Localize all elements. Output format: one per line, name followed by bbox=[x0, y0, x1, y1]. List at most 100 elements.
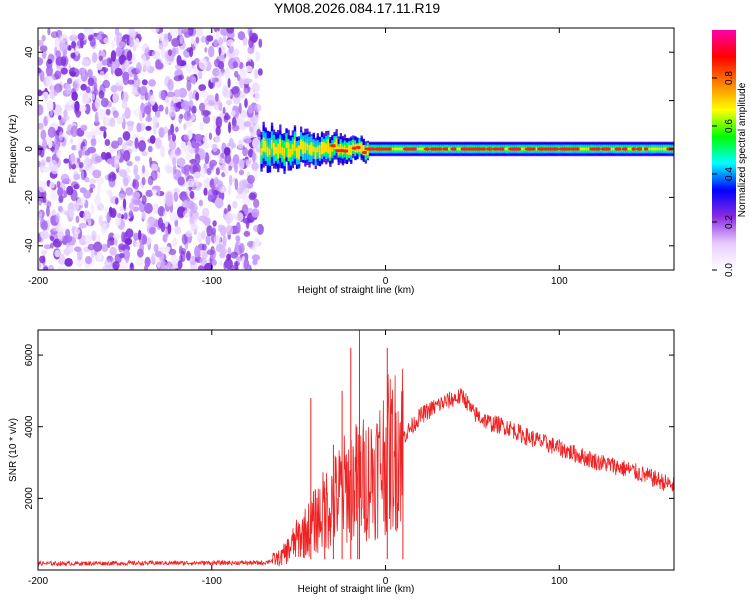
noise-cell bbox=[190, 202, 198, 214]
noise-cell bbox=[167, 223, 172, 235]
x-tick-label: -200 bbox=[28, 576, 48, 587]
noise-cell bbox=[84, 28, 92, 35]
noise-cell bbox=[78, 222, 87, 229]
noise-cell bbox=[252, 151, 256, 163]
noise-cell bbox=[150, 28, 160, 34]
noise-cell bbox=[198, 58, 208, 70]
noise-cell bbox=[214, 179, 223, 192]
noise-cell bbox=[57, 265, 66, 270]
noise-cell bbox=[193, 171, 201, 179]
noise-cell bbox=[253, 68, 259, 79]
x-tick-label: 100 bbox=[551, 576, 568, 587]
noise-cell bbox=[38, 160, 41, 168]
noise-cell bbox=[98, 215, 103, 227]
signal-band-cell bbox=[343, 145, 347, 153]
noise-cell bbox=[58, 115, 62, 121]
noise-cell bbox=[87, 77, 95, 87]
noise-cell bbox=[252, 137, 261, 150]
noise-cell bbox=[215, 116, 223, 129]
noise-cell bbox=[100, 223, 108, 235]
noise-cell bbox=[155, 110, 161, 122]
noise-cell bbox=[41, 166, 50, 173]
noise-cell bbox=[165, 106, 169, 115]
noise-cell bbox=[42, 139, 47, 150]
noise-cell bbox=[243, 158, 252, 164]
signal-band-cell bbox=[662, 147, 666, 151]
noise-cell bbox=[251, 82, 260, 94]
noise-cell bbox=[232, 142, 236, 149]
noise-cell bbox=[162, 233, 168, 243]
noise-cell bbox=[81, 170, 85, 181]
noise-cell bbox=[98, 55, 104, 61]
noise-cell bbox=[200, 35, 207, 44]
colorbar-tick-label: 0.0 bbox=[724, 263, 735, 277]
noise-cell bbox=[206, 225, 213, 237]
noise-cell bbox=[110, 85, 118, 93]
noise-cell bbox=[71, 41, 76, 49]
noise-cell bbox=[228, 45, 234, 54]
noise-cell bbox=[199, 121, 204, 131]
noise-cell bbox=[38, 122, 44, 130]
noise-cell bbox=[91, 230, 97, 242]
noise-cell bbox=[202, 207, 210, 218]
noise-cell bbox=[234, 178, 239, 191]
noise-cell bbox=[224, 112, 229, 118]
noise-cell bbox=[239, 180, 247, 191]
noise-cell bbox=[63, 234, 73, 243]
noise-cell bbox=[114, 67, 123, 77]
spectrogram-x-ticks: -200 -100 0 100 bbox=[28, 28, 568, 287]
noise-cell bbox=[174, 147, 182, 156]
noise-cell bbox=[190, 224, 199, 232]
noise-cell bbox=[65, 228, 70, 238]
noise-cell bbox=[76, 248, 83, 261]
noise-cell bbox=[90, 28, 95, 36]
noise-cell bbox=[49, 189, 58, 202]
noise-cell bbox=[175, 47, 179, 55]
noise-cell bbox=[76, 197, 86, 206]
noise-cell bbox=[102, 79, 110, 89]
signal-band-cell bbox=[335, 138, 338, 151]
noise-cell bbox=[38, 68, 42, 74]
noise-cell bbox=[107, 121, 116, 127]
noise-cell bbox=[177, 176, 185, 186]
noise-cell bbox=[226, 253, 232, 261]
noise-cell bbox=[203, 187, 208, 196]
noise-cell bbox=[212, 259, 217, 266]
noise-cell bbox=[216, 71, 225, 77]
noise-cell bbox=[75, 257, 84, 268]
signal-band-cell bbox=[298, 145, 301, 160]
noise-cell bbox=[213, 234, 222, 246]
y-tick-label: 40 bbox=[24, 46, 35, 58]
noise-cell bbox=[179, 35, 184, 45]
noise-cell bbox=[59, 40, 66, 52]
noise-cell bbox=[151, 163, 158, 172]
noise-cell bbox=[182, 209, 192, 219]
noise-cell bbox=[228, 174, 233, 186]
noise-cell bbox=[141, 212, 146, 220]
noise-cell bbox=[214, 135, 221, 143]
noise-cell bbox=[141, 195, 147, 205]
noise-cell bbox=[188, 91, 194, 100]
noise-cell bbox=[60, 67, 68, 75]
signal-band-cell bbox=[448, 147, 451, 151]
signal-peak bbox=[516, 147, 522, 151]
noise-cell bbox=[100, 151, 107, 160]
signal-band-cell bbox=[391, 147, 395, 151]
noise-cell bbox=[171, 133, 177, 142]
signal-band-cell bbox=[277, 143, 280, 159]
noise-cell bbox=[74, 246, 81, 252]
noise-cell bbox=[191, 76, 197, 85]
noise-cell bbox=[251, 34, 257, 43]
noise-cell bbox=[129, 262, 134, 269]
signal-peak bbox=[387, 147, 393, 151]
noise-cell bbox=[106, 189, 112, 196]
noise-cell bbox=[144, 47, 150, 56]
noise-cell bbox=[145, 189, 154, 197]
noise-cell bbox=[202, 243, 207, 251]
noise-cell bbox=[218, 158, 225, 164]
noise-cell bbox=[77, 157, 81, 164]
noise-cell bbox=[38, 57, 44, 66]
noise-cell bbox=[138, 140, 147, 152]
noise-cell bbox=[226, 99, 232, 106]
noise-cell bbox=[97, 108, 106, 120]
